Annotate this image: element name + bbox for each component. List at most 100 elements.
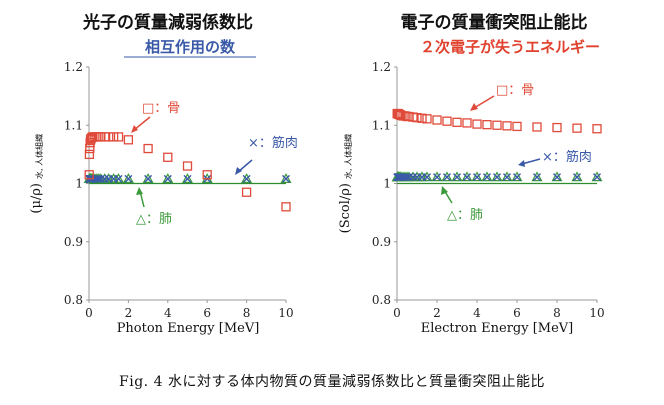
right-arrow-muscle <box>521 158 541 165</box>
right-arrowhead-bone <box>470 103 478 111</box>
right-point-bone <box>502 121 512 131</box>
left-axes <box>88 67 286 301</box>
figure-caption: Fig. 4 水に対する体内物質の質量減弱係数比と質量衝突阻止能比 <box>119 373 545 390</box>
right-point-bone <box>482 120 492 130</box>
left-y-tick-label: 1.2 <box>64 60 83 74</box>
right-point-lung <box>471 171 483 182</box>
left-point-lung <box>113 173 125 183</box>
right-annotation-muscle: ×：筋肉 <box>542 149 592 165</box>
right-annotation-bone: □：骨 <box>496 83 534 98</box>
left-point-muscle <box>163 174 172 183</box>
right-point-muscle <box>553 173 561 182</box>
left-point-lung <box>280 173 292 183</box>
right-point-bone <box>532 122 542 132</box>
right-point-bone <box>462 118 472 128</box>
right-point-lung <box>491 171 503 182</box>
left-point-bone <box>182 161 193 171</box>
left-y-tick-label: 1 <box>75 177 83 191</box>
right-y-tick-label: 0.8 <box>372 293 391 307</box>
left-point-bone <box>84 149 95 160</box>
right-x-tick-label: 6 <box>513 306 521 320</box>
right-plot-marks <box>391 108 603 182</box>
left-point-muscle <box>94 174 103 183</box>
left-x-tick-label: 10 <box>278 306 293 320</box>
left-point-bone <box>202 170 212 180</box>
right-point-lung <box>481 171 493 182</box>
right-point-lung <box>421 171 433 182</box>
left-point-bone <box>143 143 153 154</box>
right-point-muscle <box>463 173 471 182</box>
right-x-tick-label: 8 <box>553 306 561 320</box>
left-point-muscle <box>114 174 123 183</box>
right-point-bone <box>492 120 502 130</box>
right-point-bone <box>512 121 522 132</box>
right-y-tick-label: 1.2 <box>372 60 391 74</box>
right-arrow-bone <box>473 95 495 109</box>
right-point-muscle <box>513 173 521 182</box>
right-point-lung <box>461 171 473 182</box>
right-point-muscle <box>493 173 501 182</box>
right-point-muscle <box>443 173 451 182</box>
right-point-lung <box>511 171 523 182</box>
left-tick-labels: 0 2 4 6 8 10 0.8 0.9 1 1.1 1.2 <box>64 60 294 320</box>
right-chart-subtitle: ２次電子が失うエネルギー <box>420 38 600 56</box>
right-x-tick-label: 10 <box>589 306 604 320</box>
left-point-bone <box>123 135 134 145</box>
right-point-lung <box>571 171 583 182</box>
left-y-tick-label: 1.1 <box>64 118 83 132</box>
left-x-tick-label: 8 <box>243 306 251 320</box>
left-point-lung <box>181 173 194 183</box>
left-point-bone <box>281 202 291 212</box>
right-point-lung <box>501 171 513 182</box>
left-point-bone <box>113 132 124 142</box>
right-point-muscle <box>503 173 511 182</box>
left-point-bone <box>241 187 252 197</box>
left-xlabel: Photon Energy [MeV] <box>117 321 260 336</box>
left-point-lung <box>241 173 253 183</box>
right-y-tick-label: 0.9 <box>372 235 391 249</box>
right-point-muscle <box>423 173 431 182</box>
right-chart-title: 電子の質量衝突阻止能比 <box>401 12 588 33</box>
right-point-muscle <box>533 173 541 182</box>
left-point-muscle <box>282 174 290 183</box>
left-arrowhead-lung <box>136 187 143 195</box>
left-chart-title: 光子の質量減弱係数比 <box>82 12 253 33</box>
right-arrowhead-muscle <box>518 160 525 167</box>
right-point-bone <box>412 113 422 123</box>
right-point-bone <box>572 123 582 133</box>
right-y-axis-title: (Scol/ρ) 水, 人体組織 <box>338 134 353 233</box>
left-point-bone <box>108 132 119 142</box>
left-ylabel-subscript: 水, 人体組織 <box>34 134 44 179</box>
right-point-lung <box>441 171 453 182</box>
right-point-lung <box>431 171 443 182</box>
left-x-tick-label: 4 <box>164 306 172 320</box>
right-point-muscle <box>433 173 441 182</box>
left-chart-subtitle: 相互作用の数 <box>145 38 236 56</box>
right-point-bone <box>442 116 452 126</box>
right-point-lung <box>591 171 603 182</box>
right-point-bone <box>452 117 462 127</box>
right-x-tick-label: 4 <box>473 306 481 320</box>
left-annotation-bone: □：骨 <box>142 101 180 116</box>
left-y-tick-label: 0.8 <box>64 293 83 307</box>
left-arrowhead-bone <box>131 125 138 133</box>
right-y-tick-label: 1.1 <box>372 118 391 132</box>
left-point-lung <box>142 173 154 183</box>
left-point-bone <box>85 143 95 154</box>
left-y-axis-title: (μ/ρ) 水, 人体組織 <box>29 134 44 214</box>
right-tick-labels: 0 2 4 6 8 10 0.8 0.9 1 1.1 1.2 <box>372 60 605 320</box>
left-x-tick-label: 6 <box>203 306 211 320</box>
right-point-muscle <box>403 173 411 182</box>
right-x-tick-label: 0 <box>393 306 401 320</box>
right-point-bone <box>417 113 427 123</box>
right-point-lung <box>551 171 563 182</box>
right-point-muscle <box>593 173 601 182</box>
right-point-bone <box>592 124 602 134</box>
left-y-tick-label: 0.9 <box>64 235 83 249</box>
right-point-lung <box>451 171 463 182</box>
left-point-muscle <box>242 174 251 183</box>
left-annotation-lung: △：肺 <box>136 212 172 227</box>
right-point-bone <box>422 114 432 124</box>
